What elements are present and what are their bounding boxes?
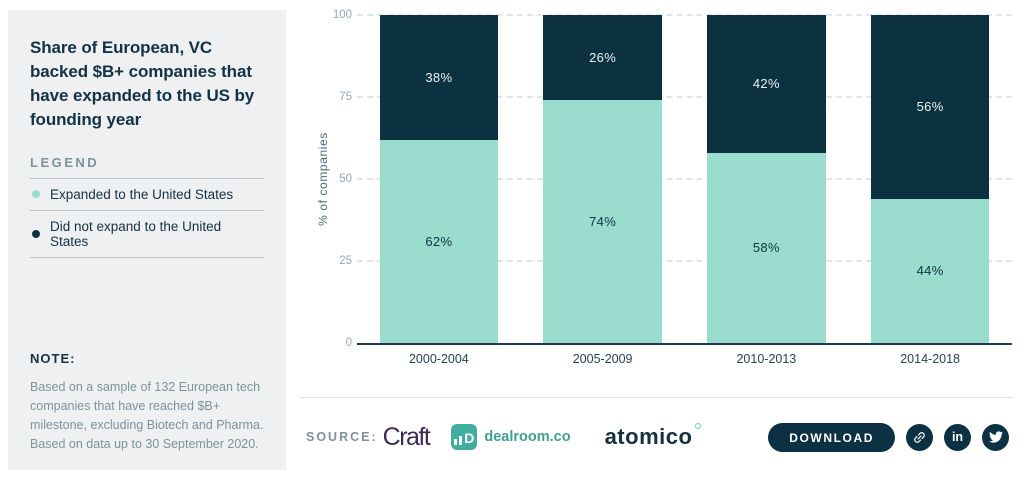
twitter-icon: [988, 431, 1003, 443]
bar-segment: 62%: [379, 139, 499, 343]
note-section: NOTE: Based on a sample of 132 European …: [30, 351, 264, 454]
bar-segment: 26%: [543, 15, 662, 101]
bar-band: 26% 74% 2005-2009: [521, 15, 685, 366]
bar-segment: 74%: [543, 100, 662, 343]
y-tick-label: 100: [332, 9, 352, 21]
bar-value-label: 26%: [589, 50, 617, 66]
craft-logo: Craft: [382, 422, 431, 451]
x-tick-label: 2005-2009: [572, 352, 633, 366]
legend-item-label: Did not expand to the United States: [50, 218, 222, 249]
share-linkedin-button[interactable]: in: [944, 423, 971, 451]
bar-value-label: 74%: [589, 214, 617, 230]
atomico-ring-icon: [695, 423, 702, 429]
legend-item-label: Expanded to the United States: [50, 186, 234, 202]
bar-value-label: 44%: [916, 263, 944, 279]
y-tick-label: 50: [339, 173, 352, 185]
dealroom-wordmark: dealroom.co: [484, 429, 571, 445]
legend: LEGEND Expanded to the United States Did…: [30, 155, 264, 258]
bar-band: 42% 58% 2010-2013: [685, 15, 849, 366]
note-title: NOTE:: [30, 351, 76, 366]
bar-value-label: 56%: [916, 99, 944, 115]
y-axis-tick-labels: 0 25 50 75 100: [300, 9, 352, 349]
y-tick-label: 75: [339, 91, 352, 103]
x-tick-label: 2000-2004: [408, 352, 469, 366]
y-tick-label: 0: [345, 337, 352, 349]
dealroom-logo-icon: D: [451, 424, 478, 450]
bar-value-label: 38%: [425, 69, 453, 85]
bar-segment: 56%: [870, 15, 990, 199]
dealroom-bar-icon: [454, 439, 458, 445]
legend-marker-expanded-icon: [32, 190, 40, 198]
legend-item-expanded: Expanded to the United States: [30, 179, 264, 211]
download-button[interactable]: DOWNLOAD: [768, 422, 895, 452]
gridline: [357, 96, 1012, 98]
stacked-bar-2005-2009: 26% 74%: [543, 15, 662, 343]
info-panel: Share of European, VC backed $B+ compani…: [8, 10, 286, 470]
link-icon: [914, 431, 925, 443]
stacked-bar-2000-2004: 38% 62%: [379, 15, 499, 343]
bar-segment: 44%: [870, 198, 990, 343]
dealroom-letter: D: [464, 430, 475, 446]
note-body: Based on a sample of 132 European tech c…: [30, 380, 264, 451]
legend-marker-did-not-expand-icon: [32, 229, 40, 238]
y-tick-label: 25: [339, 255, 352, 267]
dealroom-logo: D dealroom.co: [451, 424, 571, 450]
share-link-button[interactable]: [906, 423, 933, 451]
stacked-bar-2014-2018: 56% 44%: [870, 15, 990, 343]
stacked-bar-plot: 38% 62% 2000-2004 26% 74% 2005-2009 42% 58% 2010…: [357, 14, 1012, 366]
linkedin-icon: in: [951, 429, 964, 444]
bar-segment: 42%: [707, 15, 826, 153]
bar-bands: 38% 62% 2000-2004 26% 74% 2005-2009 42% 58% 2010…: [357, 15, 1012, 366]
x-tick-label: 2014-2018: [900, 352, 961, 366]
footer-divider: [300, 397, 1014, 398]
x-tick-label: 2010-2013: [736, 352, 797, 366]
gridline: [357, 14, 1012, 16]
stacked-bar-2010-2013: 42% 58%: [707, 15, 826, 343]
bar-band: 56% 44% 2014-2018: [848, 15, 1012, 366]
x-axis-line: [357, 343, 1012, 345]
bar-segment: 38%: [379, 15, 499, 140]
bar-value-label: 62%: [425, 233, 453, 249]
legend-title: LEGEND: [30, 155, 264, 179]
legend-item-did-not-expand: Did not expand to the United States: [30, 211, 264, 258]
atomico-wordmark: atomico: [604, 424, 693, 449]
bar-value-label: 58%: [752, 240, 780, 256]
footer-bar: SOURCE: Craft D dealroom.co atomico DOWN…: [306, 412, 1009, 462]
atomico-logo: atomico: [604, 423, 702, 450]
share-twitter-button[interactable]: [982, 423, 1009, 451]
bar-segment: 58%: [707, 152, 826, 343]
bar-band: 38% 62% 2000-2004: [357, 15, 521, 366]
dealroom-bar-icon: [459, 436, 463, 445]
gridline: [357, 260, 1012, 262]
source-label: SOURCE:: [306, 430, 378, 444]
chart-title: Share of European, VC backed $B+ compani…: [30, 38, 255, 130]
bar-value-label: 42%: [752, 76, 780, 92]
gridline: [357, 178, 1012, 180]
